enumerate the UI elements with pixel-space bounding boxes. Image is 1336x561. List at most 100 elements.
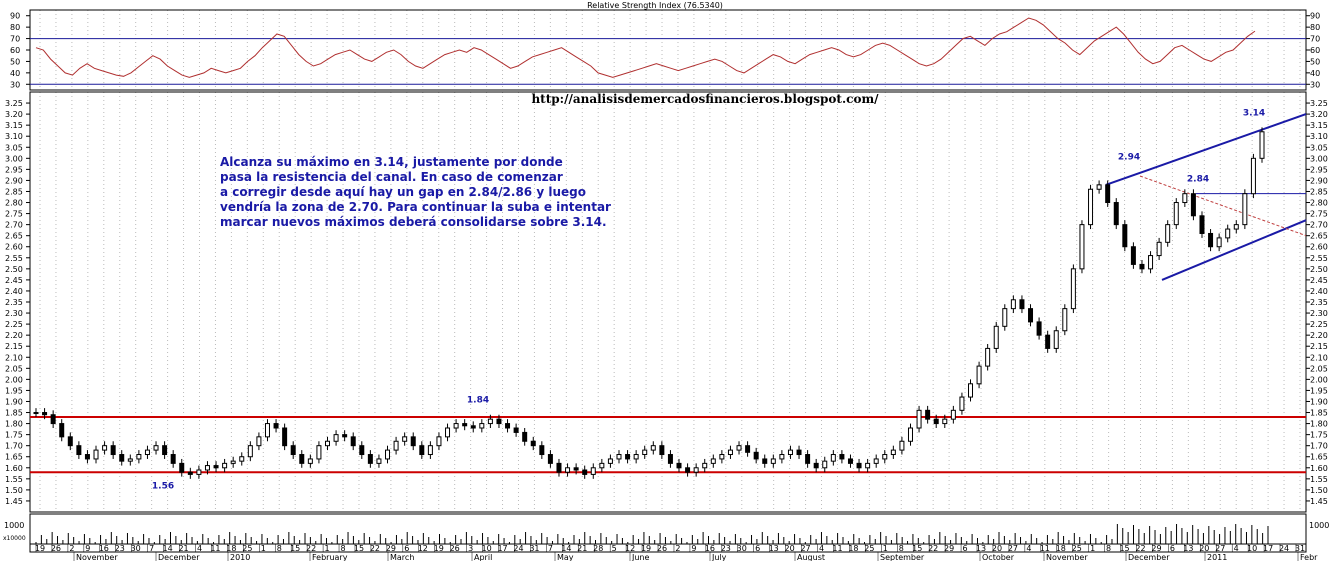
rsi-tick-right: 60	[1310, 46, 1320, 55]
price-tick-right: 3.00	[1310, 154, 1328, 163]
candle-body	[616, 454, 622, 460]
date-label: 2	[675, 544, 680, 553]
date-label: 14	[163, 544, 173, 553]
candle-body	[522, 431, 528, 442]
volume-tick-right: 1000	[1309, 521, 1329, 530]
date-label: 26	[657, 544, 667, 553]
date-label: 29	[1151, 544, 1161, 553]
annotation-2-84: 2.84	[1187, 175, 1209, 185]
price-tick-right: 2.45	[1310, 276, 1328, 285]
month-label: December	[158, 553, 200, 561]
date-label: 17	[497, 544, 507, 553]
candle-body	[985, 347, 991, 367]
price-tick-left: 2.05	[5, 364, 23, 373]
candle-body	[50, 414, 56, 425]
month-label: September	[880, 553, 925, 561]
date-label: 18	[1056, 544, 1066, 553]
date-label: 4	[1026, 544, 1031, 553]
candle-body	[779, 454, 785, 460]
candle-body	[162, 445, 168, 456]
candle-body	[307, 458, 313, 464]
candle-body	[385, 449, 391, 460]
price-tick-left: 2.80	[5, 199, 23, 208]
price-tick-left: 2.60	[5, 243, 23, 252]
price-tick-right: 2.30	[1310, 309, 1328, 318]
date-label: 15	[1119, 544, 1129, 553]
candle-body	[787, 449, 793, 456]
channel-upper-line	[1105, 113, 1307, 186]
date-label: 13	[1183, 544, 1193, 553]
candle-body	[170, 454, 176, 464]
date-label: 8	[1106, 544, 1111, 553]
price-tick-left: 3.10	[5, 132, 23, 141]
date-label: 1	[325, 544, 330, 553]
date-label: 27	[800, 544, 810, 553]
month-label: November	[1046, 553, 1088, 561]
candle-body	[1199, 215, 1205, 234]
candle-body	[607, 458, 613, 464]
price-tick-left: 2.40	[5, 287, 23, 296]
date-label: 20	[785, 544, 795, 553]
price-tick-right: 2.40	[1310, 287, 1328, 296]
month-label: March	[390, 553, 414, 561]
candle-body	[753, 451, 759, 460]
candle-body	[882, 454, 888, 460]
price-tick-right: 3.25	[1310, 99, 1328, 108]
price-tick-right: 2.70	[1310, 221, 1328, 230]
price-tick-left: 1.55	[5, 475, 23, 484]
month-label: 2010	[230, 553, 250, 561]
date-label: 1	[1090, 544, 1095, 553]
candle-body	[1139, 263, 1145, 270]
date-label: 20	[992, 544, 1002, 553]
rsi-panel-border	[29, 9, 1307, 91]
date-label: 6	[755, 544, 760, 553]
price-tick-left: 2.45	[5, 276, 23, 285]
candle-body	[890, 449, 896, 456]
candle-body	[264, 423, 270, 438]
candle-body	[950, 409, 956, 420]
candle-body	[556, 462, 562, 473]
date-label: 30	[131, 544, 141, 553]
date-label: 9	[85, 544, 90, 553]
date-label: 19	[434, 544, 444, 553]
date-label: 9	[691, 544, 696, 553]
candle-body	[813, 462, 819, 469]
date-label: 2	[69, 544, 74, 553]
candle-body	[324, 440, 330, 447]
candle-body	[933, 418, 939, 425]
trend-channel	[1105, 113, 1307, 281]
price-tick-right: 2.80	[1310, 199, 1328, 208]
rsi-tick-left: 50	[10, 57, 20, 66]
candle-body	[736, 445, 742, 451]
candle-body	[916, 409, 922, 429]
dashed-trendline	[1139, 175, 1307, 237]
channel-lower-line	[1161, 219, 1307, 281]
date-label: 3	[468, 544, 473, 553]
candle-body	[102, 445, 108, 451]
date-label: 18	[226, 544, 236, 553]
candle-body	[1225, 228, 1231, 239]
candle-body	[299, 454, 305, 464]
date-label: 22	[928, 544, 938, 553]
price-tick-left: 2.55	[5, 254, 23, 263]
annotation-1-84: 1.84	[467, 396, 489, 406]
date-label: 8	[340, 544, 345, 553]
candle-body	[496, 418, 502, 425]
candle-body	[1208, 232, 1214, 248]
candle-body	[1156, 241, 1162, 257]
price-tick-left: 2.95	[5, 165, 23, 174]
price-tick-right: 3.15	[1310, 121, 1328, 130]
price-tick-left: 1.50	[5, 486, 23, 495]
candle-body	[1165, 224, 1171, 243]
candle-body	[702, 462, 708, 469]
grid-lines	[39, 10, 1301, 512]
date-label: 21	[178, 544, 188, 553]
candle-body	[993, 325, 999, 349]
candle-body	[642, 449, 648, 456]
candle-body	[1010, 299, 1016, 310]
month-axis: November December 2010 February March April Ma…	[73, 552, 1318, 561]
price-tick-left: 1.95	[5, 386, 23, 395]
candle-body	[1053, 330, 1059, 349]
candle-body	[93, 449, 99, 460]
date-label: 26	[450, 544, 460, 553]
